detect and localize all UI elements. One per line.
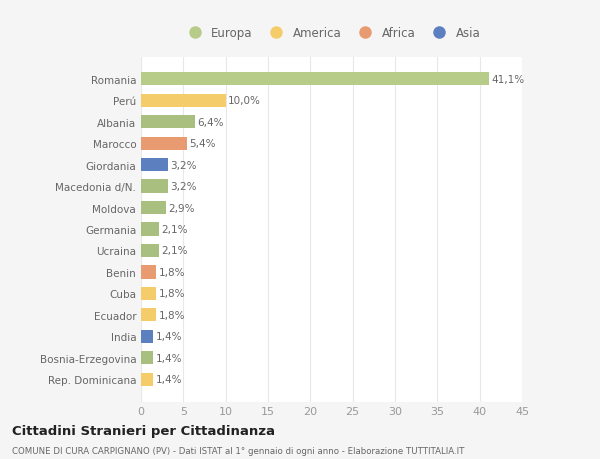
Text: 2,1%: 2,1% [161,224,188,235]
Legend: Europa, America, Africa, Asia: Europa, America, Africa, Asia [178,22,485,45]
Bar [141,180,168,193]
Bar [141,330,153,343]
Text: 1,4%: 1,4% [155,353,182,363]
Bar [141,73,489,86]
Bar [141,137,187,151]
Bar [141,373,153,386]
Text: 1,8%: 1,8% [159,267,185,277]
Text: COMUNE DI CURA CARPIGNANO (PV) - Dati ISTAT al 1° gennaio di ogni anno - Elabora: COMUNE DI CURA CARPIGNANO (PV) - Dati IS… [12,447,464,455]
Bar [141,351,153,364]
Text: 1,8%: 1,8% [159,310,185,320]
Bar [141,223,159,236]
Text: 41,1%: 41,1% [491,75,524,84]
Text: Cittadini Stranieri per Cittadinanza: Cittadini Stranieri per Cittadinanza [12,424,275,437]
Bar [141,244,159,257]
Bar [141,95,226,108]
Bar [141,116,195,129]
Text: 2,9%: 2,9% [168,203,194,213]
Text: 10,0%: 10,0% [228,96,261,106]
Bar [141,159,168,172]
Text: 2,1%: 2,1% [161,246,188,256]
Text: 3,2%: 3,2% [170,160,197,170]
Text: 1,4%: 1,4% [155,331,182,341]
Text: 1,8%: 1,8% [159,289,185,299]
Text: 5,4%: 5,4% [189,139,216,149]
Bar [141,287,156,300]
Text: 6,4%: 6,4% [198,118,224,128]
Text: 1,4%: 1,4% [155,375,182,384]
Bar [141,202,166,215]
Bar [141,266,156,279]
Bar [141,308,156,322]
Text: 3,2%: 3,2% [170,182,197,192]
